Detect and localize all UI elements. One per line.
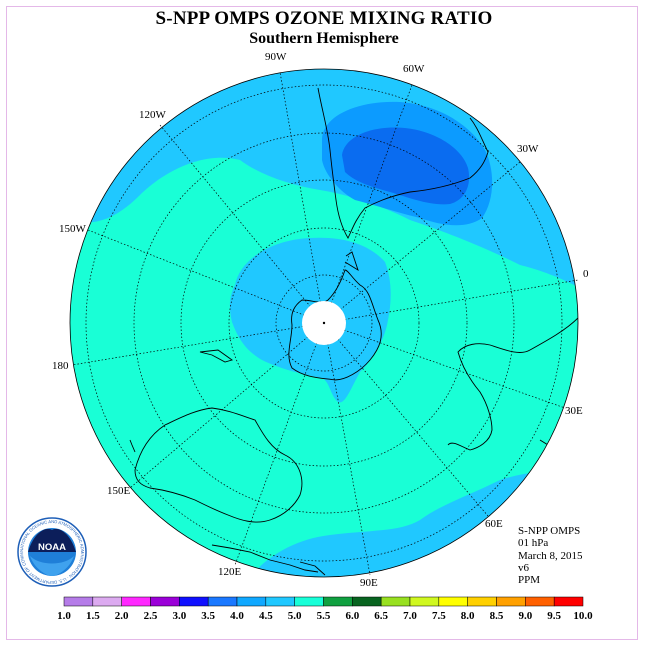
colorbar-swatch	[207, 596, 238, 607]
colorbar: 1.0 1.5 2.0 2.5 3.0 3.5 4.0 4.5 5.0 5.5 6.0 6.5 7.0 7…	[57, 596, 593, 622]
colorbar-tick-label: 3.0	[172, 610, 186, 622]
lon-label-30e: 30E	[565, 405, 583, 417]
info-level: 01 hPa	[518, 537, 549, 550]
ozone-level-3-0	[342, 127, 470, 205]
colorbar-tick-label: 3.5	[201, 610, 215, 622]
colorbar-tick-label: 9.0	[518, 610, 532, 622]
lon-label-120w: 120W	[139, 109, 167, 121]
colorbar-tick-label: 6.5	[374, 610, 388, 622]
colorbar-tick-label: 7.0	[403, 610, 417, 622]
colorbar-swatch	[352, 596, 382, 607]
colorbar-tick-label: 4.0	[230, 610, 244, 622]
colorbar-swatch	[92, 596, 122, 607]
colorbar-swatch	[121, 596, 151, 607]
colorbar-swatch	[467, 596, 497, 607]
south-pole-marker	[322, 321, 326, 325]
colorbar-swatch	[496, 596, 526, 607]
colorbar-swatch	[409, 596, 440, 607]
colorbar-swatch	[438, 596, 468, 607]
map-title: S-NPP OMPS OZONE MIXING RATIO	[155, 8, 493, 29]
lon-label-0: 0	[583, 268, 589, 280]
colorbar-tick-label: 7.5	[432, 610, 446, 622]
colorbar-tick-label: 8.0	[461, 610, 475, 622]
colorbar-swatch	[63, 596, 94, 607]
lon-label-180: 180	[52, 360, 69, 372]
colorbar-tick-label: 10.0	[573, 610, 593, 622]
lon-label-60e: 60E	[485, 518, 503, 530]
info-date: March 8, 2015	[518, 549, 583, 562]
lon-label-150e: 150E	[107, 485, 131, 497]
lon-label-90w: 90W	[265, 51, 287, 63]
colorbar-tick-label: 4.5	[259, 610, 273, 622]
colorbar-swatch	[179, 596, 209, 607]
colorbar-swatch	[525, 596, 555, 607]
colorbar-tick-label: 6.0	[345, 610, 359, 622]
lon-label-120e: 120E	[218, 566, 242, 578]
lon-label-30w: 30W	[517, 143, 539, 155]
info-instrument: S-NPP OMPS	[518, 525, 581, 537]
longitude-label-group: 90W 60W 30W 0 30E 60E 90E 120E 150E 180 …	[52, 51, 589, 589]
colorbar-tick-label: 8.5	[490, 610, 504, 622]
info-units: PPM	[518, 574, 541, 587]
lon-label-150w: 150W	[59, 223, 87, 235]
latitude-circles	[85, 84, 563, 562]
longitude-lines	[71, 71, 579, 576]
coastlines	[129, 87, 578, 576]
colorbar-tick-label: 1.5	[86, 610, 100, 622]
colorbar-swatch	[380, 596, 411, 607]
lon-label-90e: 90E	[360, 577, 378, 589]
lon-label-60w: 60W	[403, 63, 425, 75]
colorbar-swatch	[553, 596, 584, 607]
map-subtitle: Southern Hemisphere	[249, 30, 399, 47]
colorbar-tick-label: 2.5	[144, 610, 158, 622]
colorbar-swatch	[150, 596, 180, 607]
colorbar-tick-label: 5.5	[317, 610, 331, 622]
colorbar-swatch	[323, 596, 353, 607]
colorbar-tick-label: 2.0	[115, 610, 129, 622]
info-block: S-NPP OMPS 01 hPa March 8, 2015 v6 PPM	[518, 525, 582, 586]
figure-frame	[6, 6, 638, 640]
colorbar-swatch	[294, 596, 324, 607]
colorbar-tick-label: 5.0	[288, 610, 302, 622]
info-version: v6	[518, 561, 529, 574]
map-outline	[69, 68, 579, 578]
noaa-logo-text: NOAA	[38, 542, 66, 553]
colorbar-tick-label: 9.5	[547, 610, 561, 622]
colorbar-swatch	[236, 596, 267, 607]
colorbar-swatch	[265, 596, 295, 607]
colorbar-tick-label: 1.0	[57, 610, 71, 622]
